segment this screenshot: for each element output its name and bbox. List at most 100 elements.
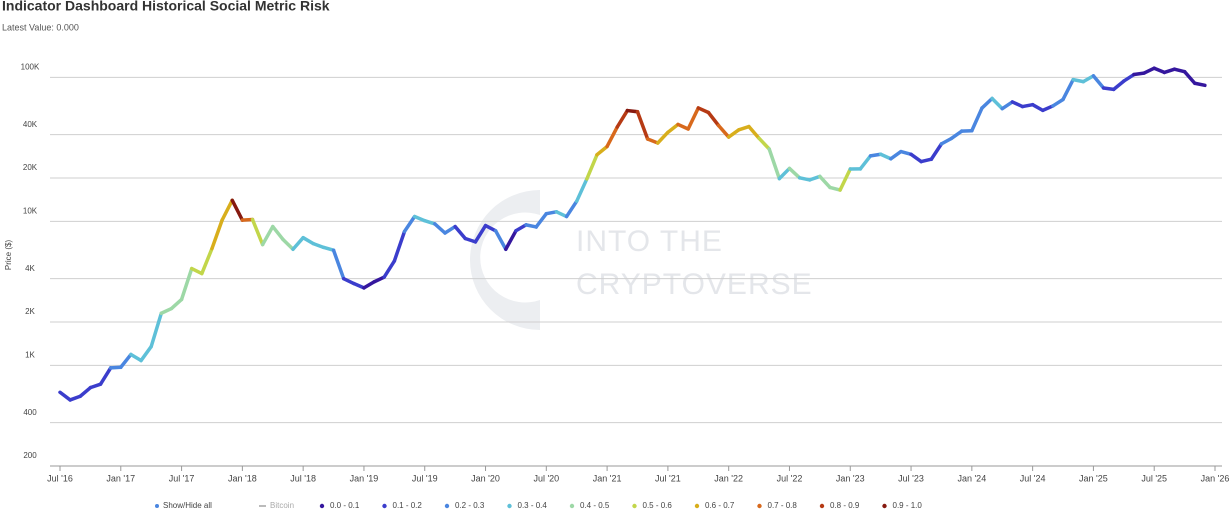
y-tick-label: 100K [21, 62, 40, 71]
price-segment [220, 198, 234, 222]
price-segment [615, 108, 630, 129]
price-segment [493, 229, 508, 252]
legend-marker [757, 503, 762, 509]
watermark: INTO THE CRYPTOVERSE [470, 190, 813, 330]
x-tick-label: Jan '17 [106, 473, 135, 483]
price-segment [189, 266, 204, 276]
price-segment [119, 352, 133, 370]
price-segment [362, 280, 376, 290]
price-segment [686, 106, 701, 131]
price-segment [1030, 102, 1045, 113]
y-tick-label: 200 [23, 451, 37, 460]
watermark-logo [470, 190, 540, 330]
price-segment [372, 275, 386, 284]
price-segment [139, 344, 153, 363]
price-segment [1111, 79, 1126, 92]
price-segment [88, 382, 103, 390]
y-tick-label: 2K [25, 307, 35, 316]
price-segment [422, 218, 437, 226]
x-tick-label: Jul '20 [533, 473, 559, 483]
price-segment [504, 229, 518, 252]
x-tick-label: Jan '26 [1201, 473, 1230, 483]
price-segment [1142, 66, 1156, 75]
price-segment [250, 217, 265, 247]
legend-marker [569, 503, 575, 509]
price-segment [1081, 74, 1096, 84]
price-segment [645, 137, 660, 145]
price-segment [595, 144, 609, 157]
legend-label[interactable]: 0.7 - 0.8 [768, 501, 798, 510]
price-segment [889, 149, 903, 161]
price-segment [149, 311, 164, 349]
chart-title: Indicator Dashboard Historical Social Me… [2, 0, 330, 14]
x-tick-label: Jul '21 [655, 473, 681, 483]
legend-marker [507, 503, 512, 509]
price-segment [1091, 74, 1106, 90]
legend-label[interactable]: 0.1 - 0.2 [393, 501, 423, 510]
price-segment [970, 106, 984, 133]
legend-label[interactable]: 0.5 - 0.6 [643, 501, 673, 510]
x-tick-label: Jul '17 [169, 473, 195, 483]
price-segment [838, 167, 853, 192]
legend-label[interactable]: Show/Hide all [163, 501, 212, 510]
x-tick-label: Jul '16 [47, 473, 73, 483]
price-segment [78, 385, 93, 399]
price-segment [777, 166, 792, 181]
price-segment [311, 241, 326, 250]
y-tick-label: 10K [23, 206, 38, 215]
price-segment [58, 390, 72, 402]
watermark-text: CRYPTOVERSE [576, 268, 813, 301]
price-segment [200, 246, 214, 276]
price-segment [514, 223, 528, 233]
x-tick-label: Jan '22 [714, 473, 743, 483]
price-segment [473, 223, 488, 244]
price-segment [574, 177, 589, 203]
x-tick-label: Jul '18 [290, 473, 316, 483]
x-tick-label: Jan '20 [471, 473, 500, 483]
price-segment [1041, 104, 1055, 113]
price-segment [159, 306, 174, 316]
legend-marker [382, 503, 387, 509]
x-tick-label: Jul '19 [412, 473, 438, 483]
legend-marker [882, 503, 887, 509]
price-segment [1152, 66, 1167, 75]
price-segment [301, 235, 316, 246]
y-tick-label: 4K [25, 264, 35, 273]
legend-label[interactable]: 0.8 - 0.9 [830, 501, 860, 510]
price-segment [564, 199, 579, 219]
legend-label[interactable]: 0.0 - 0.1 [330, 501, 360, 510]
price-segment [443, 224, 457, 235]
price-segment [666, 122, 680, 135]
x-tick-label: Jan '18 [228, 473, 257, 483]
legend-label[interactable]: 0.2 - 0.3 [455, 501, 485, 510]
legend-label[interactable]: 0.4 - 0.5 [580, 501, 610, 510]
x-tick-label: Jul '22 [777, 473, 803, 483]
price-segment [807, 174, 822, 182]
price-segment [331, 248, 346, 281]
legend-marker [819, 503, 825, 509]
x-tick-label: Jan '21 [593, 473, 622, 483]
legend-marker [694, 503, 700, 509]
price-segment [179, 266, 194, 302]
legend-label[interactable]: Bitcoin [270, 501, 294, 510]
price-segment [1010, 100, 1025, 109]
price-segment [656, 130, 670, 145]
legend-label[interactable]: 0.9 - 1.0 [893, 501, 923, 510]
x-tick-label: Jul '23 [898, 473, 924, 483]
price-segment [260, 224, 275, 247]
price-segment [230, 198, 245, 222]
x-tick-label: Jul '24 [1020, 473, 1046, 483]
price-segment [818, 174, 832, 190]
x-tick-label: Jan '19 [350, 473, 379, 483]
price-segment [1162, 67, 1177, 75]
price-segment [382, 259, 397, 279]
x-tick-label: Jan '25 [1079, 473, 1108, 483]
price-segment [1061, 77, 1075, 102]
legend-marker [632, 503, 637, 509]
price-segment [757, 136, 771, 151]
price-segment [271, 224, 285, 242]
price-segment [341, 276, 356, 286]
legend-label[interactable]: 0.6 - 0.7 [705, 501, 735, 510]
price-segment [878, 152, 893, 161]
legend-label[interactable]: 0.3 - 0.4 [518, 501, 548, 510]
